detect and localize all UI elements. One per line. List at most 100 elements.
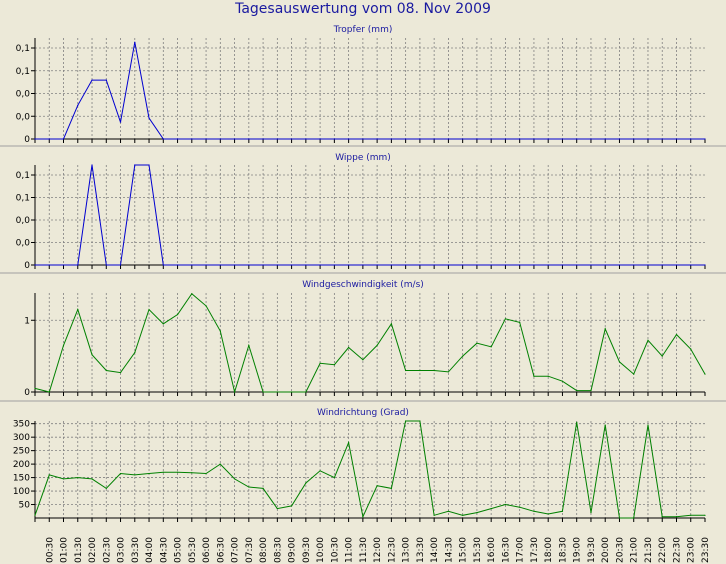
data-point (333, 138, 335, 140)
x-tick-label: 07:00 (231, 537, 241, 563)
data-point (704, 373, 706, 375)
data-point (276, 264, 278, 266)
data-point (205, 472, 207, 475)
data-point (576, 138, 578, 140)
data-point (305, 138, 307, 140)
x-tick-label: 19:30 (587, 537, 597, 563)
data-point (561, 264, 564, 266)
data-point (290, 138, 293, 140)
data-point (675, 138, 678, 140)
data-point (233, 391, 236, 393)
data-point (77, 308, 79, 311)
data-point (205, 138, 207, 140)
data-point (590, 138, 592, 140)
y-tick-label: 250 (13, 447, 30, 457)
y-tick-label: 50 (19, 501, 31, 511)
data-point (48, 138, 50, 140)
data-point (405, 138, 407, 140)
x-tick-label: 02:00 (88, 537, 98, 563)
data-point (490, 507, 492, 510)
data-point (604, 264, 606, 266)
data-point (661, 138, 663, 140)
data-point (447, 264, 450, 266)
data-point (119, 121, 122, 123)
data-point (376, 485, 378, 487)
data-point (348, 138, 350, 140)
data-point (77, 476, 79, 479)
y-tick-label: 300 (13, 433, 30, 443)
data-point (519, 321, 521, 324)
data-point (276, 507, 278, 510)
data-point (547, 513, 549, 515)
data-point (119, 264, 122, 266)
x-tick-label: 21:30 (644, 537, 654, 563)
data-point (476, 512, 478, 514)
data-point (262, 264, 264, 266)
data-point (233, 138, 236, 140)
data-point (119, 372, 122, 374)
data-point (162, 323, 164, 325)
data-point (462, 138, 464, 140)
data-point (134, 41, 136, 43)
data-point (405, 264, 407, 266)
data-point (134, 351, 136, 354)
data-point (476, 264, 478, 266)
data-point (476, 342, 478, 344)
data-point (604, 424, 606, 426)
x-tick-label: 13:00 (402, 537, 412, 563)
y-tick-label: 0 (24, 261, 30, 271)
data-point (48, 391, 50, 393)
data-point (433, 514, 435, 516)
data-point (704, 264, 706, 266)
data-point (248, 138, 250, 140)
data-point (376, 264, 378, 266)
x-tick-label: 03:30 (131, 537, 141, 563)
data-point (191, 138, 193, 140)
x-tick-label: 01:30 (74, 537, 84, 563)
data-point (276, 138, 278, 140)
x-tick-label: 01:00 (60, 537, 70, 563)
data-point (462, 514, 464, 516)
data-point (519, 506, 521, 508)
panel-title: Tropfer (mm) (333, 25, 393, 35)
data-point (176, 313, 179, 316)
data-point (34, 264, 36, 266)
data-point (390, 138, 392, 140)
data-point (490, 138, 492, 140)
data-point (319, 138, 321, 140)
y-tick-label: 100 (13, 487, 30, 497)
y-tick-label: 200 (13, 460, 30, 470)
data-point (504, 138, 507, 140)
x-tick-label: 10:30 (330, 537, 340, 563)
data-point (576, 264, 578, 266)
x-tick-label: 06:00 (202, 537, 212, 563)
x-tick-label: 15:00 (459, 537, 469, 563)
x-tick-label: 22:00 (658, 537, 668, 563)
y-tick-label: 0,0 (16, 112, 31, 122)
data-point (504, 264, 507, 266)
data-point (561, 380, 564, 382)
data-point (219, 463, 221, 465)
data-point (333, 476, 335, 479)
data-point (319, 362, 321, 364)
data-point (561, 138, 564, 140)
y-tick-label: 0,1 (16, 171, 30, 181)
data-point (191, 472, 193, 474)
data-point (148, 308, 150, 311)
data-point (134, 164, 136, 166)
data-point (675, 334, 678, 336)
x-tick-label: 12:30 (387, 537, 397, 563)
data-point (633, 138, 635, 140)
data-point (604, 138, 606, 140)
data-point (490, 346, 492, 348)
data-point (91, 354, 93, 356)
data-point (590, 264, 592, 266)
data-point (248, 486, 250, 488)
x-tick-label: 15:30 (473, 537, 483, 563)
data-point (490, 264, 492, 266)
data-point (77, 104, 79, 106)
data-point (48, 264, 50, 266)
data-point (533, 375, 535, 377)
data-point (390, 487, 392, 489)
data-point (633, 373, 635, 375)
